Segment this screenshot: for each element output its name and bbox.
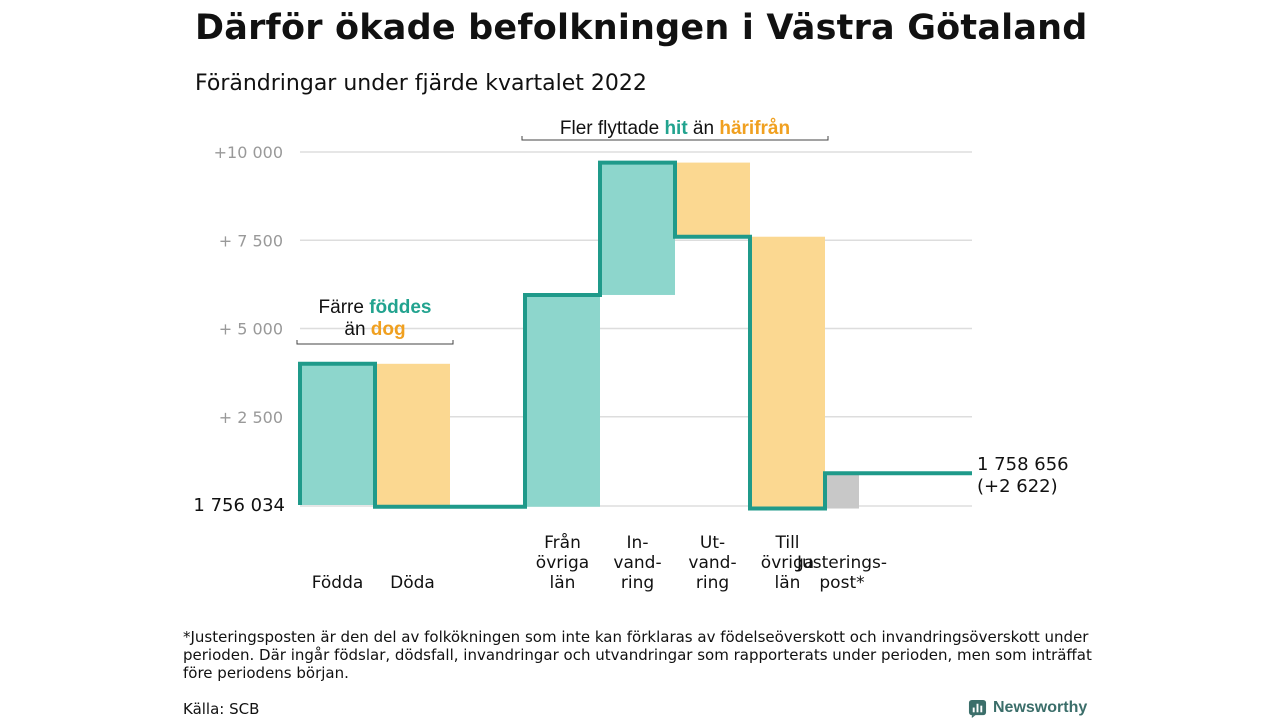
category-label: övriga: [761, 553, 814, 573]
newsworthy-icon: [968, 699, 987, 718]
cumulative-line: [298, 160, 972, 511]
category-label: vand-: [688, 553, 736, 573]
y-tick-label: + 5 000: [219, 320, 283, 339]
category-label: Födda: [312, 573, 364, 593]
bar-increase: [600, 162, 675, 295]
category-label: Döda: [390, 573, 435, 593]
bar-increase: [300, 363, 375, 505]
y-tick-label: +10 000: [214, 143, 283, 162]
annotation-bracket: [296, 340, 454, 345]
source-label: Källa: SCB: [183, 700, 260, 718]
category-label: län: [775, 573, 801, 593]
bar-decrease: [375, 363, 450, 507]
bar-adjustment: [825, 473, 859, 509]
category-label: län: [550, 573, 576, 593]
end-change-label: (+2 622): [977, 476, 1058, 497]
y-tick-label: + 7 500: [219, 231, 283, 250]
category-label: In-: [627, 533, 649, 553]
brand-logo: Newsworthy: [968, 697, 1087, 719]
category-label: Ut-: [700, 533, 725, 553]
category-label: ring: [621, 573, 654, 593]
bar-decrease: [675, 162, 750, 237]
annotation-text: än dog: [344, 319, 405, 340]
annotation-text: Fler flyttade hit än härifrån: [560, 118, 790, 139]
category-label: Justerings-: [796, 553, 887, 573]
bar-increase: [525, 294, 600, 507]
start-value-label: 1 756 034: [193, 495, 285, 516]
category-label: Till: [774, 533, 799, 553]
annotation-text: Färre föddes: [319, 297, 432, 318]
annotation-bracket: [521, 136, 829, 141]
waterfall-chart: +10 000 + 7 500 + 5 000 + 2 500 1 756 034 1 7…: [193, 118, 1069, 593]
category-label: Från: [544, 532, 581, 553]
footnote: *Justeringsposten är den del av folkökni…: [183, 628, 1092, 682]
end-value-label: 1 758 656: [977, 454, 1069, 475]
category-label: post*: [819, 573, 864, 593]
bar-decrease: [750, 236, 825, 509]
category-label: övriga: [536, 553, 589, 573]
y-tick-label: + 2 500: [219, 408, 283, 427]
brand-name: Newsworthy: [993, 699, 1088, 716]
category-label: vand-: [613, 553, 661, 573]
chart-subtitle: Förändringar under fjärde kvartalet 2022: [195, 71, 647, 96]
category-label: ring: [696, 573, 729, 593]
chart-title: Därför ökade befolkningen i Västra Götal…: [195, 8, 1088, 48]
